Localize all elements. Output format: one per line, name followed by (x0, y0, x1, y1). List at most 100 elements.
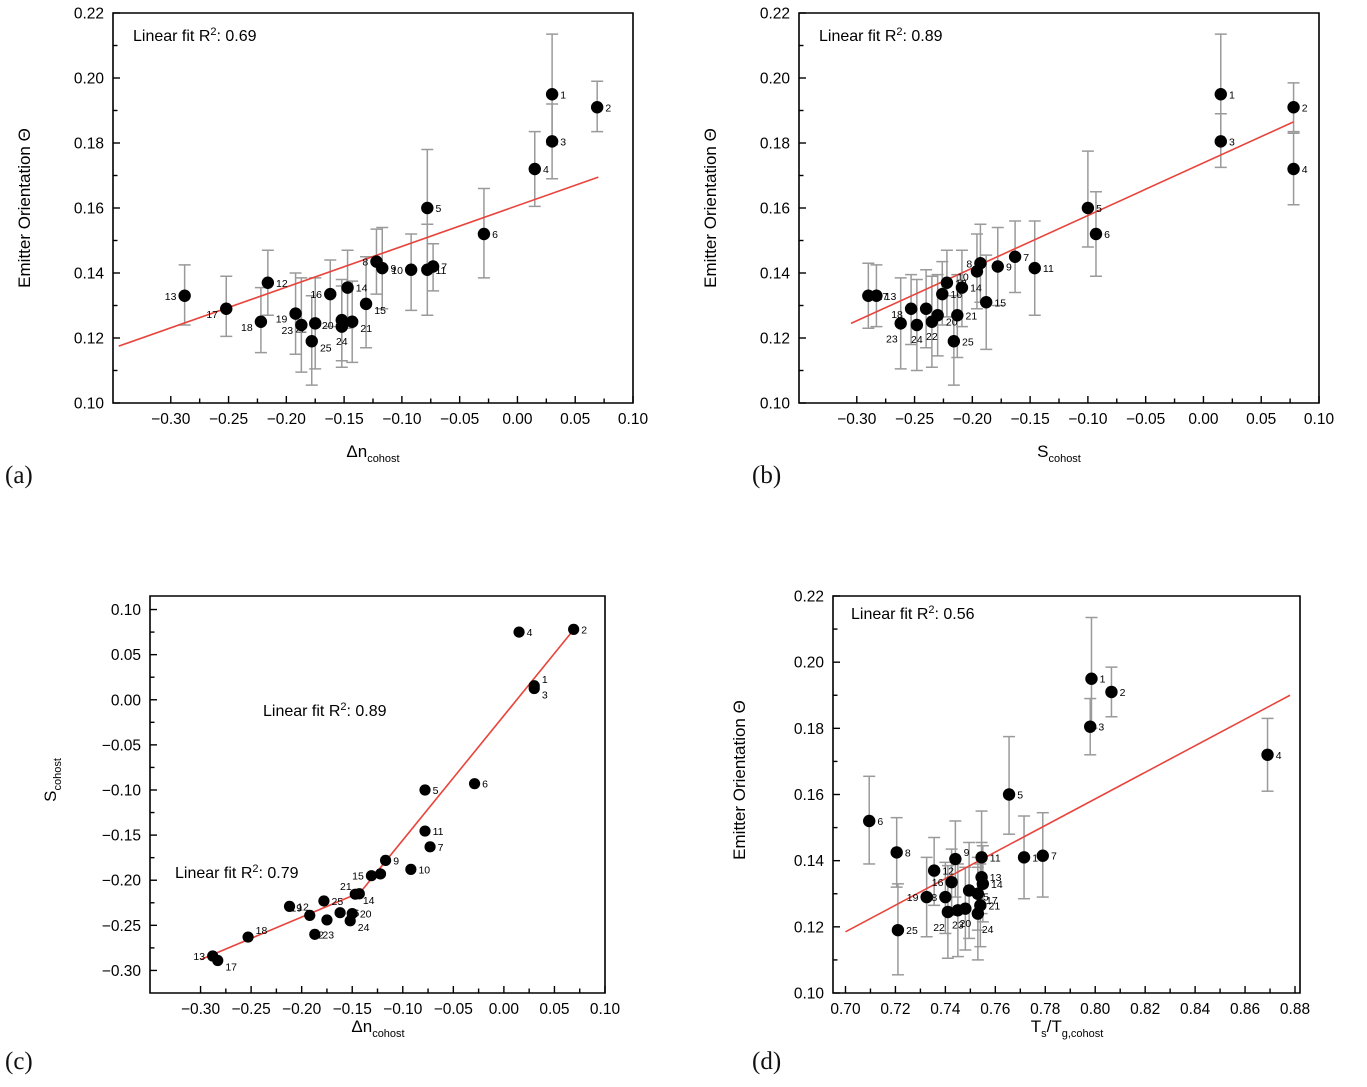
data-point (971, 887, 985, 900)
x-tick-label: −0.30 (837, 411, 877, 428)
data-point (545, 88, 559, 101)
y-tick-label: 0.12 (794, 919, 824, 936)
data-point (951, 904, 965, 917)
data-point (468, 778, 481, 790)
data-point (404, 263, 418, 276)
data-point (421, 263, 434, 276)
data-point-label: 24 (358, 922, 370, 934)
data-point (1081, 201, 1095, 215)
y-tick-label: −0.05 (102, 737, 141, 754)
x-tick-label: −0.25 (895, 411, 934, 428)
x-tick-label: −0.10 (382, 411, 422, 428)
data-point (242, 931, 254, 943)
data-point (212, 954, 224, 967)
x-axis-title: Scohost (1037, 442, 1081, 465)
panel-a: 0.10 0.12 0.14 0.16 0.18 0.20 0.22 −0.30 −0.25 −0… (0, 0, 680, 480)
x-tick-label: 0.88 (1280, 1001, 1310, 1018)
data-point-label: 11 (436, 265, 447, 277)
data-point (862, 289, 875, 302)
x-tick-label: 0.70 (830, 1001, 861, 1018)
x-tick-label: −0.05 (434, 1001, 473, 1018)
data-point-label: 23 (952, 919, 964, 931)
data-point-label: 8 (905, 847, 911, 859)
data-point-label: 19 (276, 314, 288, 326)
data-point (1261, 748, 1274, 761)
y-axis-title: Emitter Orientation Θ (15, 128, 34, 288)
x-tick-label: −0.15 (324, 411, 363, 428)
x-tick-label: 0.10 (618, 411, 649, 428)
data-point-label: 17 (877, 291, 889, 303)
data-point (178, 289, 191, 302)
data-point-label: 1 (560, 89, 566, 101)
x-tick-label: −0.25 (231, 1001, 270, 1018)
data-point-label: 3 (542, 689, 548, 701)
x-tick-label: −0.15 (1010, 411, 1049, 428)
data-point-label: 20 (960, 918, 972, 930)
data-point (1105, 685, 1118, 699)
data-point-label: 17 (986, 895, 998, 907)
data-point (304, 909, 316, 922)
data-point (346, 315, 359, 328)
data-point-label: 6 (1104, 229, 1110, 241)
data-point (1002, 788, 1016, 801)
data-point (379, 854, 392, 866)
data-point (309, 317, 322, 330)
panel-d: 0.10 0.12 0.14 0.16 0.18 0.20 0.22 0.70 0.72 0.74… (683, 575, 1367, 1055)
data-point-label: 15 (977, 891, 989, 903)
x-tick-label: 0.80 (1080, 1001, 1111, 1018)
linear-fit-line (850, 121, 1294, 325)
data-point-label: 18 (256, 925, 268, 937)
data-point (951, 309, 964, 322)
data-point (940, 276, 954, 289)
x-tick-label: −0.30 (181, 1001, 221, 1018)
panel-label-a: (a) (5, 462, 33, 489)
data-point (254, 315, 268, 328)
y-tick-label: −0.10 (102, 782, 142, 799)
data-point-label: 7 (1051, 851, 1057, 863)
x-tick-label: 0.10 (1304, 411, 1335, 428)
data-point-label: 6 (482, 779, 488, 791)
data-point (947, 335, 961, 348)
data-point (904, 302, 918, 315)
data-point (376, 261, 389, 275)
data-point-label: 17 (225, 962, 237, 974)
data-point (405, 863, 417, 875)
x-tick-label: 0.76 (980, 1001, 1010, 1018)
data-point (545, 135, 559, 148)
y-tick-label: 0.22 (760, 6, 790, 23)
x-tick-label: 0.05 (560, 411, 590, 428)
data-point (970, 265, 984, 278)
data-point-label: 3 (1098, 722, 1104, 734)
x-axis-title: Ts/Tg,cohost (1031, 1017, 1104, 1040)
linear-fit-line (845, 694, 1291, 933)
data-point-label: 21 (340, 881, 352, 893)
data-point-label: 25 (906, 925, 918, 937)
data-point (939, 890, 952, 904)
data-point-label: 13 (165, 291, 177, 303)
data-point-label: 5 (436, 203, 442, 215)
data-point (334, 907, 346, 919)
data-point (477, 227, 491, 241)
x-axis-title: Δncohost (346, 442, 399, 465)
data-point-label: 15 (994, 297, 1006, 309)
data-point (891, 923, 905, 937)
error-bar (1003, 735, 1016, 835)
x-tick-label: −0.10 (1068, 411, 1108, 428)
data-point (341, 281, 354, 294)
data-point-label: 14 (991, 879, 1003, 891)
data-point-label: 14 (356, 283, 368, 295)
data-point (955, 281, 969, 294)
y-tick-label: 0.22 (794, 589, 824, 606)
data-point-label: 4 (1302, 164, 1308, 176)
data-point (927, 864, 941, 877)
y-tick-label: 0.12 (74, 331, 104, 348)
linear-fit-line (359, 627, 576, 893)
data-point (925, 315, 939, 328)
data-point-label: 23 (886, 334, 898, 346)
data-point-label: 18 (891, 309, 903, 321)
data-point (353, 888, 365, 900)
y-tick-label: 0.20 (794, 655, 825, 672)
data-point (419, 825, 431, 837)
x-tick-label: 0.74 (930, 1001, 961, 1018)
data-point-label: 11 (433, 826, 444, 838)
